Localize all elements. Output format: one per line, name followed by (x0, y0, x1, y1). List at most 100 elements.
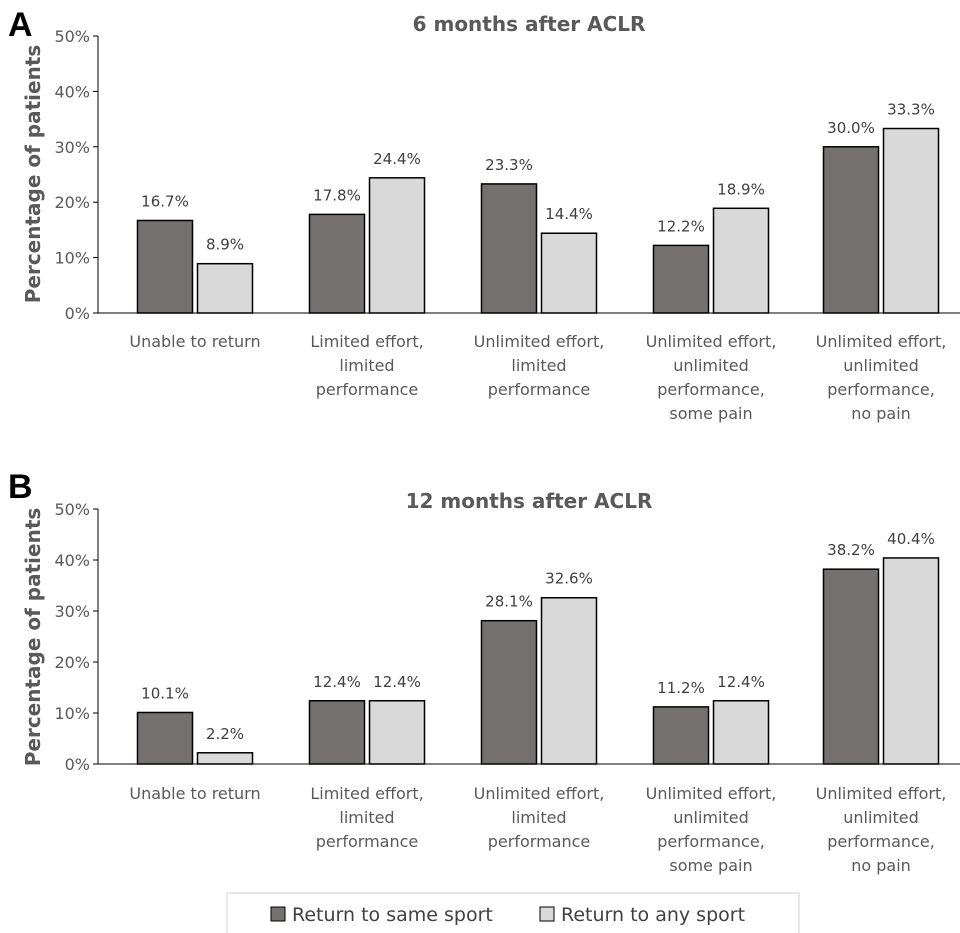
y-tick-label: 10% (54, 249, 90, 268)
bar-any-sport (882, 557, 940, 765)
data-label: 16.7% (141, 192, 189, 210)
category-label-line: Limited effort, (310, 332, 423, 351)
category-label-line: Unlimited effort, (646, 332, 777, 351)
category-label-line: unlimited (673, 808, 748, 827)
legend-box (226, 892, 800, 933)
bar-any-sport (368, 177, 426, 314)
y-tick-label: 40% (54, 551, 90, 570)
bar-any-sport (196, 752, 254, 765)
category-label-line: unlimited (673, 356, 748, 375)
panel-label: B (8, 468, 33, 506)
data-label: 24.4% (373, 150, 421, 168)
chart-title: 12 months after ACLR (406, 489, 653, 513)
category-label: Unable to return (129, 332, 260, 351)
category-label-line: performance, (657, 380, 765, 399)
data-label: 28.1% (485, 593, 533, 611)
category-label-line: limited (511, 808, 566, 827)
data-label: 10.1% (141, 684, 189, 702)
category-label-line: no pain (851, 856, 911, 875)
category-label-line: Unlimited effort, (474, 784, 605, 803)
category-label: Unable to return (129, 784, 260, 803)
y-axis-label: Percentage of patients (21, 508, 45, 767)
data-label: 12.4% (313, 673, 361, 691)
bar-same-sport (652, 244, 710, 314)
bar-same-sport (480, 183, 538, 314)
data-label: 32.6% (545, 570, 593, 588)
category-label-line: limited (511, 356, 566, 375)
chart-panels: A 6 months after ACLR Percentage of patien… (8, 6, 960, 875)
data-label: 18.9% (717, 180, 765, 198)
bar-any-sport (712, 700, 770, 765)
data-label: 11.2% (657, 679, 705, 697)
category-label: Unlimited effort, unlimited performance, no… (816, 784, 947, 875)
bar-same-sport (822, 568, 880, 765)
category-label: Unlimited effort, limited performance (474, 332, 605, 399)
data-label: 30.0% (827, 119, 875, 137)
bar-same-sport (308, 700, 366, 765)
data-label: 33.3% (887, 101, 935, 119)
category-label-line: performance, (827, 380, 935, 399)
bar-same-sport (136, 219, 194, 314)
y-tick-label: 50% (54, 500, 90, 519)
category-label: Unlimited effort, unlimited performance, no… (816, 332, 947, 423)
category-label: Limited effort, limited performance (310, 784, 423, 851)
category-label-line: performance (488, 380, 590, 399)
bar-same-sport (652, 706, 710, 765)
y-tick-label: 0% (65, 755, 90, 774)
category-label-line: Unlimited effort, (816, 332, 947, 351)
legend: Return to same sport Return to any sport (226, 892, 800, 933)
data-label: 38.2% (827, 541, 875, 559)
bar-any-sport (368, 700, 426, 765)
category-label-line: some pain (669, 856, 752, 875)
bar-any-sport (540, 232, 598, 314)
y-tick-label: 10% (54, 704, 90, 723)
category-label-line: performance, (657, 832, 765, 851)
y-tick-label: 40% (54, 82, 90, 101)
legend-swatch-same-sport (270, 906, 286, 922)
category-label-line: some pain (669, 404, 752, 423)
y-axis-label: Percentage of patients (21, 45, 45, 304)
category-label-line: limited (339, 808, 394, 827)
bar-any-sport (196, 262, 254, 314)
y-tick-label: 30% (54, 602, 90, 621)
y-tick-label: 50% (54, 27, 90, 46)
bar-any-sport (540, 596, 598, 765)
bar-same-sport (822, 146, 880, 314)
category-label-line: limited (339, 356, 394, 375)
category-label-line: Unlimited effort, (646, 784, 777, 803)
chart-panel-b: B 12 months after ACLR Percentage of patie… (8, 468, 960, 875)
y-tick-label: 30% (54, 138, 90, 157)
bar-any-sport (712, 207, 770, 314)
category-label-line: no pain (851, 404, 911, 423)
data-label: 2.2% (206, 725, 244, 743)
y-tick-label: 0% (65, 304, 90, 323)
category-label-line: Limited effort, (310, 784, 423, 803)
panel-label: A (8, 6, 33, 44)
category-label-line: unlimited (843, 808, 918, 827)
data-label: 12.2% (657, 217, 705, 235)
chart-panel-a: A 6 months after ACLR Percentage of patien… (8, 6, 960, 423)
category-label-line: Unlimited effort, (816, 784, 947, 803)
category-label-line: Unable to return (129, 332, 260, 351)
bar-same-sport (480, 619, 538, 765)
category-label: Unlimited effort, unlimited performance, so… (646, 784, 777, 875)
category-label-line: Unable to return (129, 784, 260, 803)
category-label-line: performance (316, 832, 418, 851)
category-label-line: Unlimited effort, (474, 332, 605, 351)
bar-any-sport (882, 127, 940, 314)
data-label: 14.4% (545, 205, 593, 223)
category-label-line: performance, (827, 832, 935, 851)
category-label: Unlimited effort, unlimited performance, so… (646, 332, 777, 423)
bar-same-sport (136, 711, 194, 765)
data-label: 8.9% (206, 236, 244, 254)
data-label: 23.3% (485, 156, 533, 174)
legend-swatch-any-sport (539, 906, 555, 922)
data-label: 12.4% (717, 673, 765, 691)
category-label: Unlimited effort, limited performance (474, 784, 605, 851)
y-tick-label: 20% (54, 653, 90, 672)
legend-label-any-sport: Return to any sport (561, 904, 745, 926)
data-label: 40.4% (887, 530, 935, 548)
category-label-line: performance (488, 832, 590, 851)
legend-label-same-sport: Return to same sport (292, 904, 493, 926)
y-tick-label: 20% (54, 193, 90, 212)
